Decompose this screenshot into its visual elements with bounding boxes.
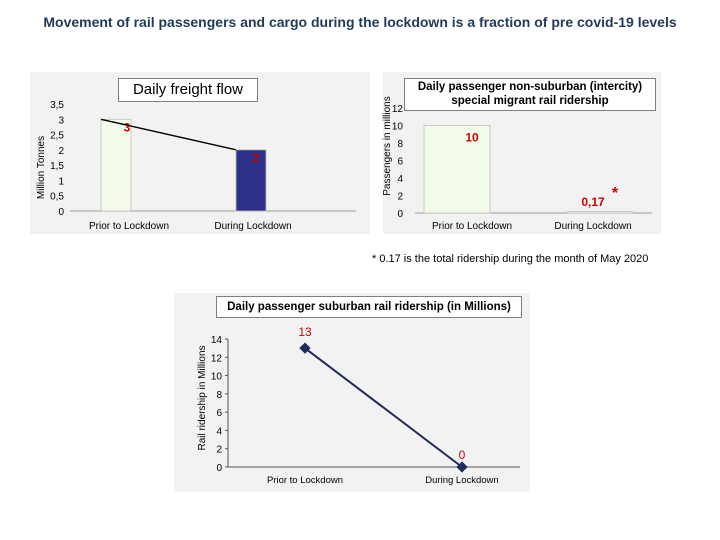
y-axis-label: Rail ridership in Millions xyxy=(197,345,208,450)
y-tick-label: 12 xyxy=(211,353,223,364)
y-axis-label: Million Tonnes xyxy=(36,136,47,199)
suburban-chart-panel xyxy=(174,293,530,492)
y-tick-label: 2 xyxy=(216,445,222,456)
x-tick-label: Prior to Lockdown xyxy=(89,221,169,232)
bar xyxy=(100,118,132,212)
y-tick-label: 2,5 xyxy=(50,131,64,142)
bar xyxy=(566,211,634,214)
y-tick-label: 8 xyxy=(216,390,222,401)
y-tick-label: 6 xyxy=(397,157,403,168)
data-label: 2 xyxy=(253,151,260,165)
connector-line xyxy=(100,118,237,151)
data-label: 10 xyxy=(465,131,479,145)
x-tick-label: Prior to Lockdown xyxy=(267,475,343,486)
y-tick-label: 0,5 xyxy=(50,192,64,203)
y-tick-label: 4 xyxy=(216,426,222,437)
data-point xyxy=(299,342,311,354)
data-label: 0 xyxy=(459,448,466,462)
y-tick-label: 0 xyxy=(216,463,222,474)
data-label: 13 xyxy=(298,325,312,339)
y-tick-label: 0 xyxy=(397,209,403,220)
y-tick-label: 6 xyxy=(216,408,222,419)
data-point xyxy=(456,461,468,473)
y-tick-label: 10 xyxy=(211,372,223,383)
y-tick-label: 2 xyxy=(397,192,403,203)
footnote: * 0.17 is the total ridership during the… xyxy=(372,253,649,265)
series-line xyxy=(304,347,463,468)
x-tick-label: Prior to Lockdown xyxy=(432,221,512,232)
y-tick-label: 14 xyxy=(211,335,223,346)
y-tick-label: 4 xyxy=(397,174,403,185)
y-tick-label: 3,5 xyxy=(50,100,64,111)
y-tick-label: 0 xyxy=(58,207,64,218)
y-tick-label: 1 xyxy=(58,176,64,187)
bar xyxy=(235,149,267,212)
suburban-chart-title: Daily passenger suburban rail ridership … xyxy=(216,296,522,318)
intercity-chart-title: Daily passenger non-suburban (intercity)… xyxy=(404,78,656,111)
x-tick-label: During Lockdown xyxy=(554,221,631,232)
x-tick-label: During Lockdown xyxy=(214,221,291,232)
asterisk-marker: * xyxy=(612,185,619,202)
y-tick-label: 2 xyxy=(58,146,64,157)
page-title: Movement of rail passengers and cargo du… xyxy=(43,14,677,30)
data-label: 0,17 xyxy=(581,195,605,209)
x-tick-label: During Lockdown xyxy=(425,475,498,486)
bar xyxy=(423,125,491,214)
freight-chart-title: Daily freight flow xyxy=(118,78,258,102)
y-tick-label: 10 xyxy=(392,122,404,133)
y-tick-label: 12 xyxy=(392,104,404,115)
y-tick-label: 1,5 xyxy=(50,161,64,172)
data-label: 3 xyxy=(124,120,131,134)
y-tick-label: 8 xyxy=(397,139,403,150)
y-axis-label: Passengers in millions xyxy=(382,96,393,196)
y-tick-label: 3 xyxy=(58,115,64,126)
